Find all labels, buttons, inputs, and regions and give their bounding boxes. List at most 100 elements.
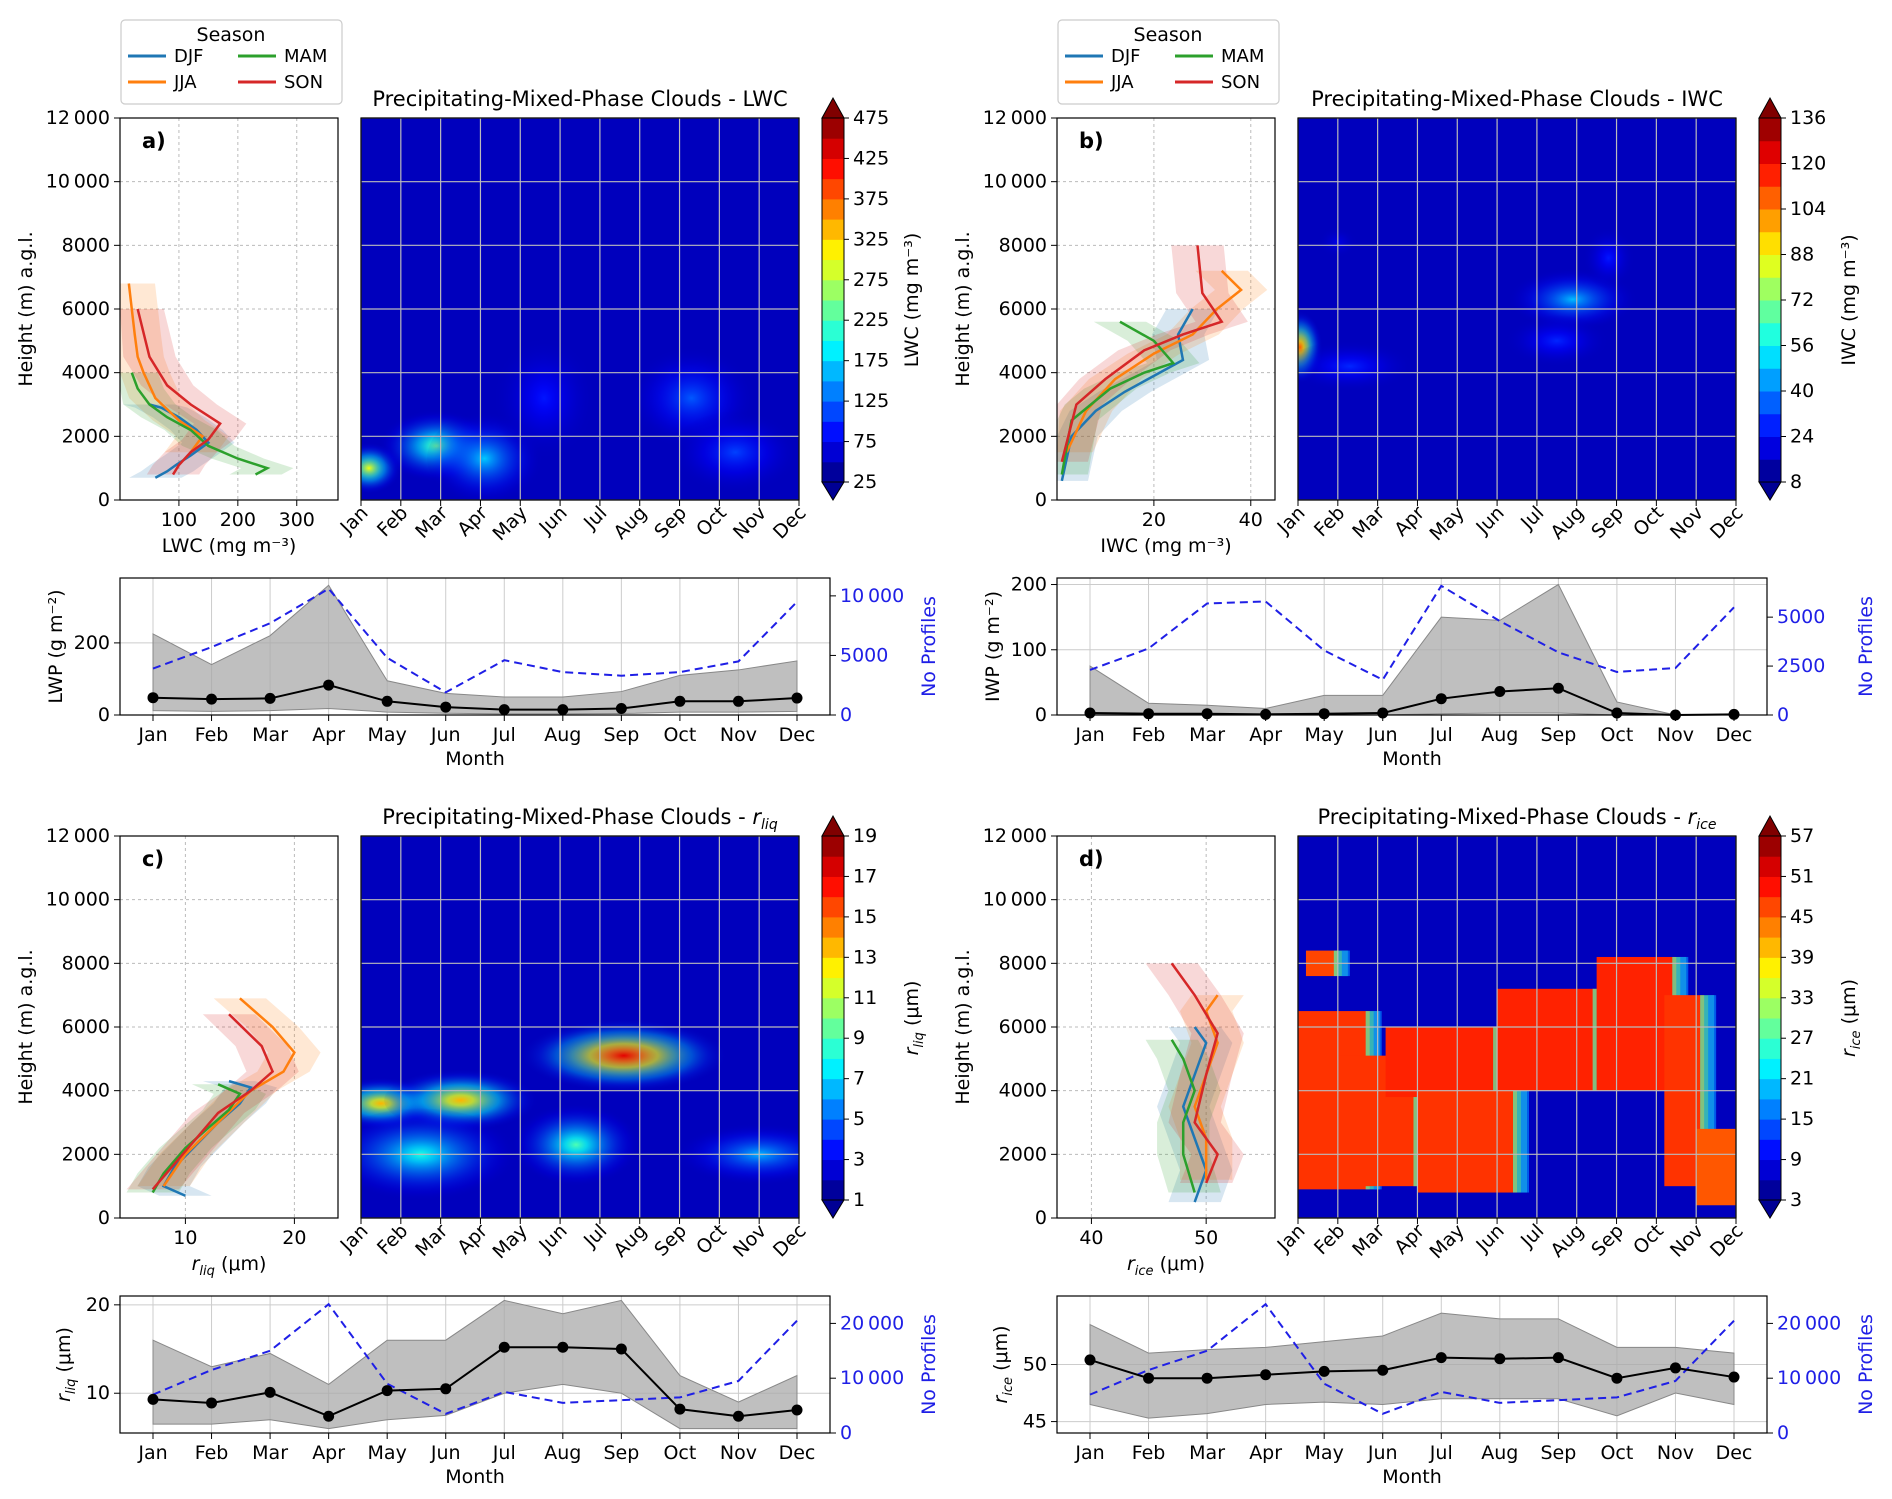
bottom-x-tick-label: Sep — [1540, 724, 1576, 746]
legend-entry: DJF — [1111, 46, 1141, 67]
heatmap-x-tick-label: Sep — [1587, 502, 1628, 543]
colorbar-tick-label: 11 — [853, 987, 877, 1009]
heatmap-x-tick-label: Mar — [1348, 1220, 1389, 1261]
y-axis-label: Height (m) a.g.l. — [15, 949, 37, 1104]
bottom-x-tick-label: Aug — [544, 1442, 581, 1464]
heatmap-x-tick-label: Dec — [769, 1220, 811, 1262]
legend-entry: DJF — [174, 46, 204, 67]
colorbar-segment — [1759, 209, 1781, 233]
bottom-series-point — [206, 1397, 218, 1409]
colorbar-segment — [822, 997, 844, 1019]
colorbar-segment — [822, 1098, 844, 1120]
y-tick-label: 6000 — [999, 1016, 1047, 1038]
heatmap-region — [1417, 1090, 1517, 1193]
bottom-x-tick-label: Jan — [137, 1442, 167, 1464]
colorbar-tick-label: 175 — [853, 350, 889, 372]
colorbar-segment — [1759, 1058, 1781, 1080]
colorbar-segment — [1759, 896, 1781, 918]
profiles-count-line — [152, 1302, 798, 1415]
legend-entry: SON — [1221, 72, 1260, 93]
bottom-x-tick-label: May — [368, 1442, 407, 1464]
bottom-series-point — [732, 1410, 744, 1422]
legend-entry: JJA — [173, 72, 197, 93]
colorbar-tick-label: 425 — [853, 147, 889, 169]
colorbar-extend-min — [1758, 481, 1782, 501]
heatmap-blob — [521, 1019, 726, 1092]
colorbar-segment — [1759, 1098, 1781, 1120]
heatmap-x-tick-label: Oct — [1629, 502, 1668, 541]
colorbar-label-var: r — [1838, 1048, 1860, 1057]
profile-band-SON — [126, 1014, 299, 1190]
colorbar-segment — [822, 158, 844, 180]
bottom-series-point — [1260, 1369, 1272, 1381]
bottom-y2-axis-label: No Profiles — [1855, 1314, 1877, 1415]
colorbar-tick-label: 19 — [853, 825, 877, 847]
profile-band-DJF — [1057, 309, 1219, 481]
colorbar-segment — [1759, 1159, 1781, 1181]
bottom-series-point — [498, 704, 510, 716]
colorbar-segment — [1759, 436, 1781, 460]
bottom-series-point — [674, 695, 686, 707]
heatmap-x-tick-label: Feb — [373, 502, 412, 541]
y-tick-label: 10 000 — [46, 889, 110, 911]
heatmap-x-tick-label: Jul — [579, 1220, 611, 1252]
bottom-x-tick-label: Sep — [603, 1442, 639, 1464]
bottom-y2-tick-label: 0 — [840, 704, 852, 726]
bottom-y-axis-label-sub: liq — [64, 1379, 79, 1394]
bottom-series-line — [1089, 1356, 1735, 1380]
y-tick-label: 8000 — [999, 952, 1047, 974]
colorbar-segment — [1759, 231, 1781, 255]
bottom-x-tick-label: May — [368, 724, 407, 746]
colorbar-segment — [1759, 957, 1781, 979]
bottom-x-tick-label: Jun — [430, 724, 461, 746]
heatmap-x-tick-label: Apr — [1390, 502, 1429, 541]
legend-entry: MAM — [284, 46, 327, 67]
bottom-x-tick-label: May — [1305, 724, 1344, 746]
bottom-series-point — [674, 1403, 686, 1415]
colorbar-segment — [822, 198, 844, 220]
bottom-series-point — [1377, 707, 1389, 719]
bottom-series-point — [1201, 1372, 1213, 1384]
colorbar-label: rliq (μm) — [901, 981, 927, 1056]
colorbar-segment — [1759, 876, 1781, 898]
heatmap-x-tick-label: Oct — [692, 502, 731, 541]
y-tick-label: 0 — [1035, 489, 1047, 511]
heatmap-x-tick-label: Nov — [1666, 1220, 1708, 1262]
bottom-x-tick-label: Mar — [252, 1442, 288, 1464]
bottom-series-point — [381, 695, 393, 707]
bottom-x-tick-label: Nov — [1657, 724, 1694, 746]
legend-box — [120, 19, 343, 105]
colorbar-tick-label: 5 — [853, 1108, 865, 1130]
bottom-x-tick-label: Feb — [195, 1442, 229, 1464]
colorbar-segment — [822, 1058, 844, 1080]
heatmap-region — [1696, 1128, 1736, 1206]
bottom-x-tick-label: Dec — [779, 724, 816, 746]
y-tick-label: 4000 — [999, 1080, 1047, 1102]
bottom-series-line — [1089, 687, 1735, 717]
colorbar-segment — [1759, 300, 1781, 324]
bottom-y-tick-label: 200 — [74, 632, 110, 654]
colorbar-segment — [1759, 413, 1781, 437]
heatmap-x-tick-label: Dec — [769, 502, 811, 544]
bottom-series-point — [791, 692, 803, 704]
panel-d: 0 2000 4000 6000 8000 10 000 12 000 40 50 d) Heigh… — [952, 805, 1877, 1488]
bottom-series-point — [440, 1383, 452, 1395]
colorbar-segment — [1759, 391, 1781, 415]
colorbar-segment — [1759, 1179, 1781, 1201]
heatmap-edge — [1521, 1090, 1529, 1193]
bottom-x-tick-label: Jul — [1429, 1442, 1453, 1464]
y-tick-label: 6000 — [62, 1016, 110, 1038]
bottom-series-line — [152, 1346, 798, 1418]
profile-frame — [119, 117, 339, 501]
y-tick-label: 0 — [98, 1207, 110, 1229]
bottom-x-tick-label: Mar — [1189, 1442, 1225, 1464]
colorbar-segment — [822, 118, 844, 139]
colorbar-tick-label: 17 — [853, 865, 877, 887]
colorbar-segment — [822, 178, 844, 200]
colorbar-frame — [821, 835, 845, 1201]
colorbar-segment — [822, 1159, 844, 1181]
